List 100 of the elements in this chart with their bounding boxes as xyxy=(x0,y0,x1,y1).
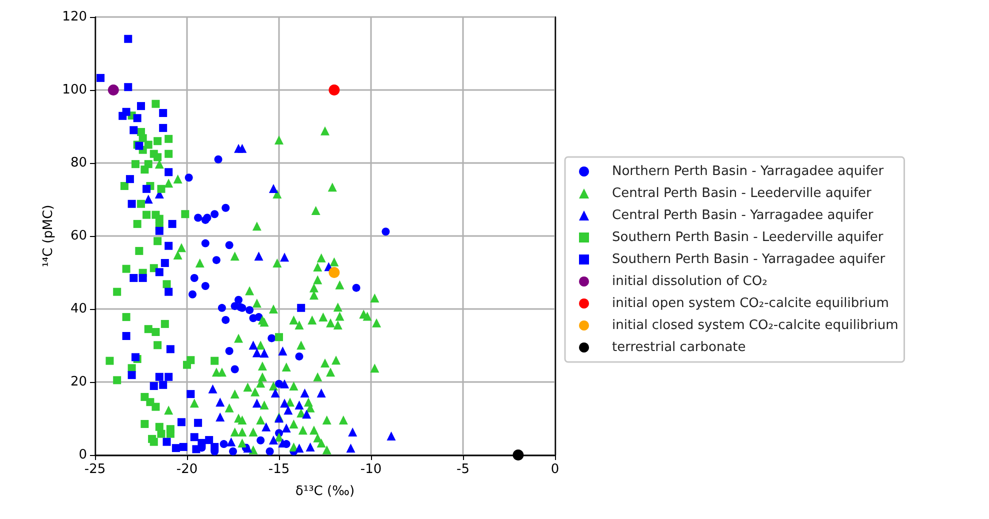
point xyxy=(275,333,283,342)
point xyxy=(155,268,164,276)
point xyxy=(188,290,197,298)
point xyxy=(154,137,162,146)
point xyxy=(154,341,162,350)
point xyxy=(160,259,169,268)
point xyxy=(164,134,173,143)
point xyxy=(220,440,228,448)
point xyxy=(168,220,176,228)
legend-label: terrestrial carbonate xyxy=(612,340,746,355)
point xyxy=(155,372,164,381)
point xyxy=(135,246,144,255)
point xyxy=(208,384,218,394)
point xyxy=(346,444,356,453)
y-tick-label: 80 xyxy=(70,156,87,170)
point xyxy=(177,418,186,426)
point xyxy=(162,438,171,446)
point xyxy=(268,436,278,445)
point xyxy=(268,334,276,342)
point xyxy=(222,204,230,212)
point xyxy=(124,34,132,43)
point xyxy=(190,274,198,282)
point xyxy=(130,126,138,134)
point xyxy=(164,150,173,158)
legend-label: initial open system CO₂-calcite equilibrium xyxy=(612,296,889,311)
point xyxy=(225,346,234,355)
point xyxy=(186,390,195,398)
point xyxy=(113,376,122,384)
y-tick-label: 100 xyxy=(62,82,87,98)
point xyxy=(154,237,162,246)
point xyxy=(194,418,202,427)
point xyxy=(512,450,524,460)
point xyxy=(210,442,219,451)
point xyxy=(280,379,290,388)
point xyxy=(122,264,130,273)
point xyxy=(157,184,166,193)
point xyxy=(154,153,162,162)
point xyxy=(210,356,219,365)
point xyxy=(179,442,188,451)
y-tick-label: 120 xyxy=(62,10,87,24)
point xyxy=(192,445,200,454)
point xyxy=(164,288,173,296)
point xyxy=(122,313,130,322)
point xyxy=(246,306,254,314)
point xyxy=(218,304,226,312)
point xyxy=(137,102,145,110)
legend-label: initial closed system CO₂-calcite equilibrium xyxy=(612,318,898,333)
point xyxy=(212,256,220,264)
y-tick-label: 40 xyxy=(70,302,87,316)
legend-label: initial dissolution of CO₂ xyxy=(612,274,768,289)
point xyxy=(294,400,304,410)
point xyxy=(155,226,164,235)
point xyxy=(222,316,230,324)
point xyxy=(270,388,280,398)
point xyxy=(205,436,214,444)
y-tick-label: 20 xyxy=(70,374,87,390)
point xyxy=(166,430,174,438)
point xyxy=(256,436,265,444)
point xyxy=(190,433,198,442)
point xyxy=(282,423,291,432)
point xyxy=(262,422,271,432)
point xyxy=(159,380,168,389)
point xyxy=(248,340,258,350)
legend-label: Southern Perth Basin - Yarragadee aquifer xyxy=(612,252,886,267)
point xyxy=(137,200,145,208)
point xyxy=(181,210,190,218)
legend-label: Southern Perth Basin - Leederville aquifer xyxy=(612,230,884,245)
point xyxy=(152,328,160,336)
point xyxy=(162,280,171,288)
point xyxy=(138,134,147,142)
point xyxy=(300,388,310,398)
point xyxy=(128,371,136,380)
point xyxy=(128,200,136,208)
point xyxy=(152,402,160,411)
point xyxy=(201,282,210,290)
point xyxy=(96,74,105,82)
point xyxy=(316,388,326,398)
point xyxy=(186,356,195,364)
point xyxy=(268,184,278,194)
point xyxy=(133,114,142,122)
point xyxy=(278,346,288,356)
x-tick-label: -10 xyxy=(360,462,382,477)
point xyxy=(140,420,149,428)
point xyxy=(297,304,306,312)
point xyxy=(124,83,132,92)
point xyxy=(238,144,247,153)
point xyxy=(152,100,160,108)
point xyxy=(260,348,269,358)
point xyxy=(284,406,293,415)
y-axis-title: ¹⁴C (pMC) xyxy=(41,204,56,268)
legend-label: Central Perth Basin - Leederville aquifer xyxy=(612,186,872,201)
point xyxy=(159,108,168,117)
point xyxy=(210,210,219,218)
point xyxy=(166,345,174,354)
y-tick-label: 60 xyxy=(70,228,87,244)
legend-label: Central Perth Basin - Yarragadee aquifer xyxy=(612,208,874,223)
point xyxy=(386,432,396,441)
point xyxy=(306,442,315,452)
x-tick-label: -20 xyxy=(176,462,198,477)
point xyxy=(229,447,237,456)
